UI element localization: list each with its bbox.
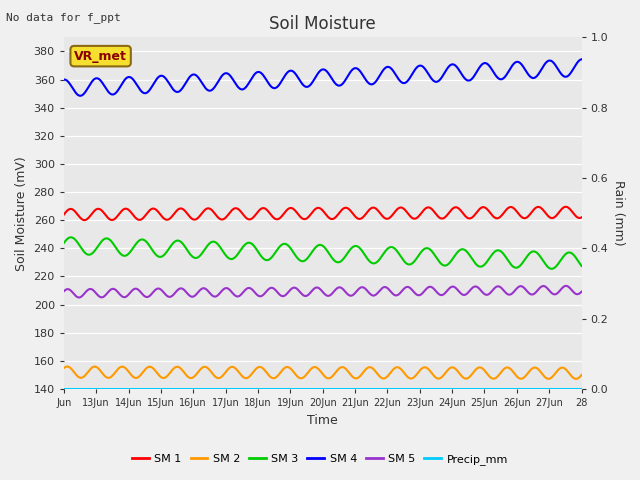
Text: VR_met: VR_met (74, 49, 127, 63)
Y-axis label: Soil Moisture (mV): Soil Moisture (mV) (15, 156, 28, 271)
Y-axis label: Rain (mm): Rain (mm) (612, 180, 625, 246)
X-axis label: Time: Time (307, 414, 338, 427)
Legend: SM 1, SM 2, SM 3, SM 4, SM 5, Precip_mm: SM 1, SM 2, SM 3, SM 4, SM 5, Precip_mm (128, 450, 512, 469)
Text: No data for f_ppt: No data for f_ppt (6, 12, 121, 23)
Title: Soil Moisture: Soil Moisture (269, 15, 376, 33)
